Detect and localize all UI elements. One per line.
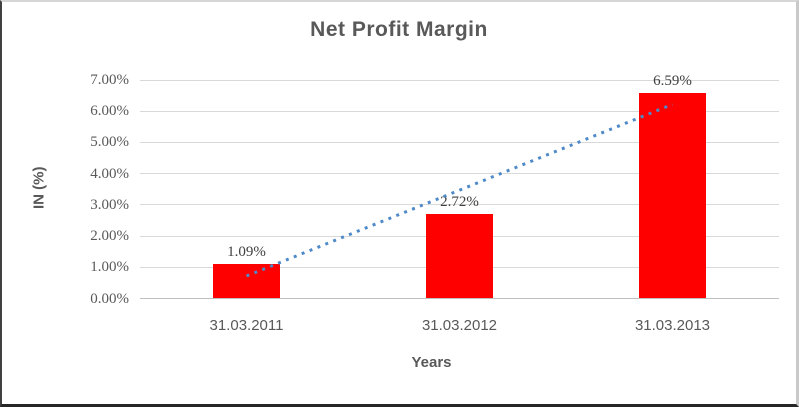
x-axis-line <box>140 298 779 299</box>
y-tick-label: 6.00% <box>90 103 129 120</box>
bar <box>639 92 706 299</box>
y-tick-label: 7.00% <box>90 72 129 88</box>
y-tick-label: 2.00% <box>90 228 129 245</box>
bar <box>213 264 280 299</box>
gridline <box>140 79 779 81</box>
bar-data-label: 2.72% <box>440 193 479 210</box>
y-tick-label: 5.00% <box>90 134 129 151</box>
y-tick-label: 0.00% <box>90 290 129 307</box>
x-axis-title: Years <box>411 354 452 371</box>
chart-title: Net Profit Margin <box>310 18 488 41</box>
y-tick-label: 1.00% <box>90 259 129 276</box>
bar-data-label: 6.59% <box>653 72 692 89</box>
y-tick-label: 3.00% <box>90 196 129 213</box>
bar <box>426 213 493 299</box>
x-category-label: 31.03.2011 <box>209 317 284 334</box>
x-category-label: 31.03.2013 <box>634 317 711 334</box>
y-tick-label: 4.00% <box>90 165 129 182</box>
bar-data-label: 1.09% <box>227 244 266 261</box>
x-category-label: 31.03.2012 <box>421 317 498 334</box>
